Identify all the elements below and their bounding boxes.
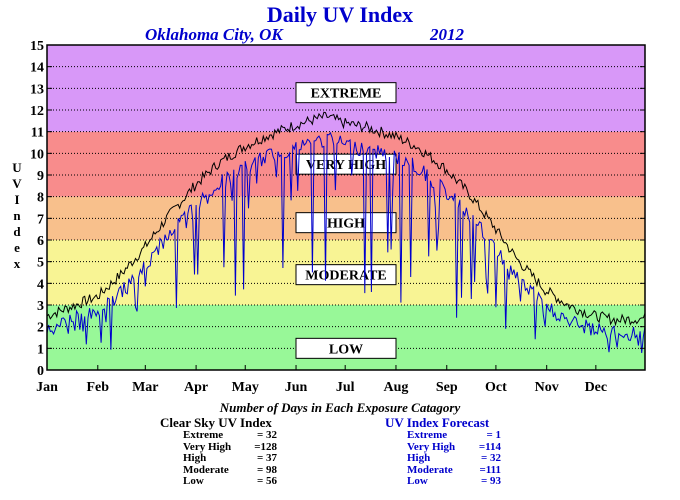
forecast-row-low: Low = 93	[407, 475, 501, 488]
clear-sky-label: Extreme	[183, 429, 224, 441]
band-label: MODERATE	[305, 269, 386, 284]
band-label-box	[295, 153, 397, 175]
band-label: LOW	[329, 342, 363, 357]
y-tick-label: 1	[37, 342, 44, 357]
clear-sky-label: Moderate	[183, 463, 229, 476]
y-tick-label: 8	[37, 191, 44, 206]
y-tick-label: 11	[31, 126, 44, 141]
forecast-value: =111	[479, 463, 501, 476]
plot-frame	[46, 44, 646, 371]
forecast-label: Very High	[407, 440, 456, 453]
y-axis-label: U V I n d e x	[10, 160, 24, 272]
x-tick-label: Nov	[535, 380, 559, 395]
y-tick-label: 4	[37, 277, 44, 292]
y-tick-label: 14	[30, 61, 44, 76]
y-tick-label: 6	[37, 234, 44, 249]
y-tick-label: 10	[30, 147, 44, 162]
clear-sky-value: = 56	[256, 475, 277, 487]
chart-title: Daily UV Index	[266, 2, 414, 27]
forecast-heading: UV Index Forecast	[385, 415, 490, 430]
clear-sky-line	[46, 111, 646, 327]
clear-sky-row-extreme: Extreme = 32	[183, 429, 277, 442]
x-tick-label: Sep	[436, 380, 458, 395]
clear-sky-label: Low	[183, 475, 204, 487]
x-tick-label: May	[232, 380, 259, 395]
y-tick-label: 3	[37, 299, 44, 314]
y-tick-label: 5	[37, 256, 44, 271]
band-label: EXTREME	[311, 87, 382, 102]
forecast-row-very-high: Very High =114	[407, 440, 501, 454]
band-low	[47, 305, 645, 370]
clear-sky-value: = 37	[256, 452, 277, 464]
x-tick-label: Dec	[585, 380, 608, 395]
y-tick-label: 2	[37, 321, 44, 336]
forecast-value: =114	[478, 440, 501, 453]
clear-sky-value: = 32	[256, 429, 277, 441]
clear-sky-row-high: High = 37	[183, 452, 277, 465]
y-tick-label: 13	[30, 82, 44, 97]
x-tick-label: Feb	[87, 380, 110, 395]
forecast-row-moderate: Moderate =111	[407, 463, 501, 477]
forecast-label: Low	[407, 475, 428, 487]
chart-year: 2012	[430, 25, 464, 44]
y-tick-label: 12	[30, 104, 44, 119]
clear-sky-row-very-high: Very High =128	[183, 440, 277, 454]
x-tick-label: Jul	[336, 380, 355, 395]
clear-sky-row-low: Low = 56	[183, 475, 277, 488]
y-tick-label: 15	[30, 39, 44, 54]
forecast-value: = 1	[486, 429, 501, 441]
chart-location: Oklahoma City, OK	[145, 25, 283, 44]
clear-sky-value: = 98	[256, 463, 277, 476]
x-tick-label: Oct	[485, 380, 507, 395]
x-tick-label: Jun	[285, 380, 308, 395]
forecast-label: High	[407, 452, 431, 464]
forecast-label: Extreme	[407, 429, 448, 441]
forecast-row-high: High = 32	[407, 452, 501, 465]
y-tick-label: 0	[37, 364, 44, 379]
y-axis-label-text: U V I n d e x	[12, 160, 22, 271]
x-tick-label: Apr	[184, 380, 208, 395]
clear-sky-heading: Clear Sky UV Index	[160, 415, 272, 430]
exposure-days-title: Number of Days in Each Exposure Catagory	[219, 400, 461, 415]
band-label-box	[295, 337, 397, 359]
band-label: VERY HIGH	[306, 158, 386, 173]
clear-sky-label: High	[183, 452, 207, 464]
clear-sky-value: =128	[254, 440, 277, 453]
y-tick-label: 7	[37, 212, 44, 227]
forecast-label: Moderate	[407, 463, 453, 476]
clear-sky-summary: Clear Sky UV Index Extreme = 32 Very High…	[160, 415, 277, 488]
x-tick-label: Mar	[132, 380, 158, 395]
band-label: HIGH	[327, 217, 365, 232]
forecast-value: = 93	[480, 475, 501, 487]
forecast-value: = 32	[480, 452, 501, 464]
x-tick-label: Jan	[36, 380, 58, 395]
y-tick-label: 9	[37, 169, 44, 184]
clear-sky-row-moderate: Moderate = 98	[183, 463, 277, 477]
forecast-line	[46, 131, 646, 354]
x-tick-label: Aug	[384, 380, 409, 395]
band-label-box	[295, 82, 397, 104]
forecast-row-extreme: Extreme = 1	[407, 429, 501, 442]
clear-sky-label: Very High	[183, 440, 232, 453]
forecast-summary: UV Index Forecast Extreme = 1 Very High =1…	[385, 415, 501, 488]
